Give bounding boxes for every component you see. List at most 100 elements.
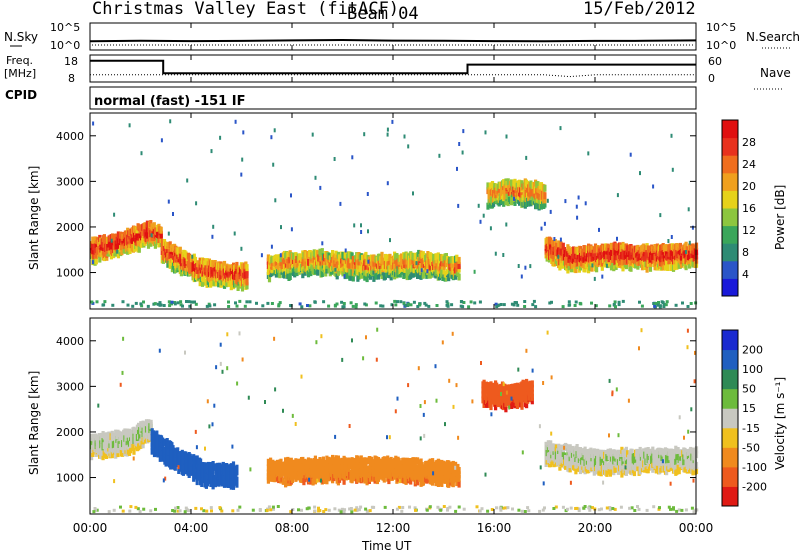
power-cell — [322, 300, 326, 304]
power-cell — [279, 253, 282, 258]
power-cell — [188, 304, 192, 308]
velocity-cell — [583, 505, 587, 508]
power-cell — [595, 265, 599, 273]
power-cell — [349, 256, 353, 264]
velocity-cell — [408, 505, 411, 509]
velocity-cell — [191, 459, 195, 467]
velocity-cell — [350, 458, 353, 463]
date-label: 15/Feb/2012 — [583, 0, 696, 19]
power-cell — [158, 301, 162, 305]
velocity-colorbar-swatch — [722, 388, 738, 409]
velocity-cell — [400, 509, 404, 513]
nave-label: Nave — [760, 66, 791, 80]
velocity-cell — [637, 507, 641, 511]
power-cell — [142, 300, 145, 304]
power-cell — [611, 259, 615, 267]
velocity-cell — [348, 507, 352, 511]
velocity-cell — [364, 457, 368, 465]
power-cell — [462, 129, 465, 134]
power-colorbar-tick: 20 — [742, 180, 756, 193]
power-cell — [236, 284, 240, 291]
velocity-cell — [633, 509, 637, 512]
power-colorbar-tick: 12 — [742, 224, 756, 237]
velocity-cell — [658, 506, 661, 510]
velocity-cell — [506, 506, 510, 510]
velocity-cell — [200, 480, 204, 487]
freq-series-line — [90, 59, 696, 75]
velocity-cell — [347, 464, 350, 469]
power-cell — [667, 239, 670, 243]
power-cell — [363, 302, 367, 306]
velocity-cell — [416, 478, 420, 486]
velocity-cell — [383, 505, 387, 509]
velocity-cell — [164, 476, 167, 481]
power-cell — [525, 155, 528, 160]
xtick-label: 16:00 — [477, 521, 512, 535]
power-cell — [473, 269, 476, 274]
velocity-cell — [202, 509, 206, 513]
freq-tick-bottom: 8 — [68, 72, 75, 85]
power-cell — [461, 150, 464, 155]
velocity-cell — [409, 477, 413, 485]
power-cell — [532, 299, 536, 303]
velocity-cell — [317, 506, 320, 510]
velocity-cell — [636, 459, 640, 467]
velocity-cell — [365, 335, 367, 340]
velocity-cell — [235, 464, 239, 472]
velocity-cell — [292, 468, 296, 475]
power-cell — [573, 260, 577, 268]
velocity-cell — [546, 330, 549, 335]
power-cell — [505, 222, 508, 227]
power-cell — [469, 300, 473, 304]
power-cell — [564, 199, 567, 204]
velocity-cell — [200, 507, 203, 511]
velocity-cell — [385, 470, 389, 478]
velocity-cell — [665, 468, 669, 476]
power-cell — [674, 303, 678, 307]
velocity-cell — [376, 327, 379, 332]
power-cell — [394, 303, 398, 307]
velocity-cell — [235, 476, 239, 484]
velocity-cell — [209, 462, 213, 469]
velocity-cell — [342, 477, 346, 485]
velocity-cell — [394, 409, 397, 414]
velocity-ylabel: Slant Range [km] — [27, 371, 41, 475]
power-cell — [454, 260, 458, 268]
power-cell — [397, 262, 401, 270]
velocity-cell — [604, 450, 608, 457]
velocity-cell — [136, 507, 140, 511]
power-cell — [274, 198, 277, 203]
power-cell — [208, 304, 212, 308]
power-cell — [321, 241, 324, 246]
velocity-cell — [608, 378, 611, 383]
velocity-cell — [341, 357, 344, 362]
power-ytick-1000: 1000 — [56, 267, 84, 280]
cpid-label: CPID — [5, 88, 37, 102]
power-cell — [609, 263, 614, 271]
velocity-cell — [365, 478, 369, 486]
velocity-frame — [89, 317, 697, 515]
velocity-cell — [552, 507, 556, 510]
power-cell — [591, 263, 594, 268]
power-cell — [323, 257, 327, 265]
velocity-cell — [419, 436, 422, 441]
power-cell — [273, 128, 276, 133]
power-cell — [455, 254, 459, 262]
power-cell — [584, 201, 587, 206]
velocity-cell — [176, 509, 180, 513]
velocity-cell — [364, 507, 368, 511]
velocity-cell — [587, 506, 591, 510]
power-cell — [546, 198, 549, 203]
power-cell — [457, 256, 461, 264]
velocity-cell — [404, 462, 408, 470]
velocity-ytick-1000: 1000 — [56, 472, 84, 485]
nsky-tick-right-bottom: 10^0 — [706, 39, 736, 52]
velocity-cell — [359, 461, 363, 469]
velocity-cell — [247, 395, 250, 400]
power-cell — [266, 301, 270, 305]
power-cell — [679, 257, 684, 265]
power-cell — [240, 284, 245, 292]
velocity-cell — [176, 447, 180, 455]
power-cell — [90, 300, 94, 304]
power-cell — [178, 246, 182, 254]
